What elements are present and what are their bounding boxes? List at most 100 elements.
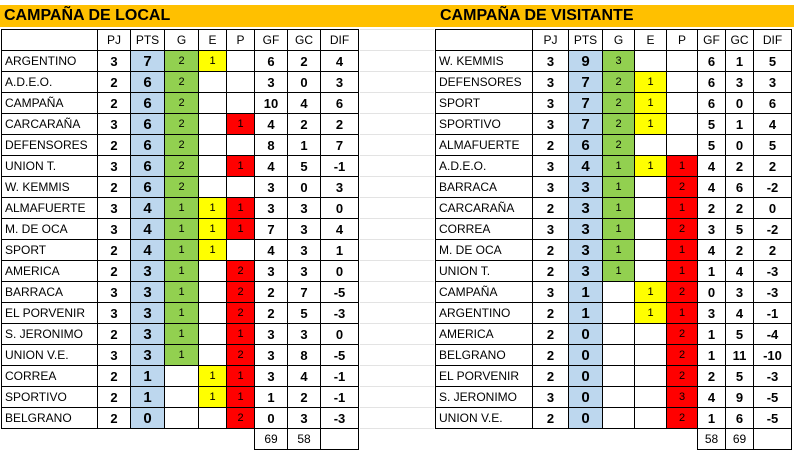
- cell-goals-for: 3: [254, 260, 288, 282]
- cell-goals-for: 8: [254, 134, 288, 156]
- cell-team: BELGRANO: [1, 407, 98, 429]
- cell-team: W. KEMMIS: [1, 176, 98, 198]
- cell-won: 2: [164, 155, 199, 177]
- cell-won: 2: [164, 71, 199, 93]
- cell-lost: 1: [666, 302, 698, 324]
- team-row: CORREA 2 1 1 1 3 4 -1: [1, 365, 359, 387]
- cell-points: 9: [568, 50, 603, 72]
- cell-goals-for: 2: [254, 281, 288, 303]
- cell-goals-for: 4: [697, 155, 726, 177]
- cell-played: 2: [532, 239, 569, 261]
- cell-points: 1: [568, 302, 603, 324]
- cell-goal-diff: -1: [753, 302, 792, 324]
- cell-drawn: [634, 239, 667, 261]
- cell-lost: [666, 92, 698, 114]
- cell-points: 6: [130, 176, 165, 198]
- cell-played: 2: [532, 302, 569, 324]
- cell-played: 3: [97, 50, 131, 72]
- cell-goal-diff: 1: [320, 239, 359, 261]
- cell-drawn: 1: [198, 386, 227, 408]
- header-row: PJ PTS G E P GF GC DIF: [435, 29, 792, 51]
- team-row: SPORTIVO 2 1 1 1 1 2 -1: [1, 386, 359, 408]
- cell-lost: 1: [226, 155, 255, 177]
- cell-lost: 1: [666, 239, 698, 261]
- cell-points: 7: [568, 71, 603, 93]
- cell-drawn: 1: [634, 302, 667, 324]
- cell-team: UNION V.E.: [1, 344, 98, 366]
- cell-lost: 3: [666, 386, 698, 408]
- cell-won: [164, 365, 199, 387]
- cell-lost: 1: [226, 386, 255, 408]
- cell-goals-for: 3: [254, 71, 288, 93]
- cell-played: 2: [97, 365, 131, 387]
- cell-goals-against: 5: [725, 218, 754, 240]
- cell-played: 2: [97, 260, 131, 282]
- cell-played: 2: [532, 134, 569, 156]
- cell-goals-against: 1: [287, 134, 321, 156]
- cell-lost: [226, 239, 255, 261]
- cell-points: 3: [130, 281, 165, 303]
- cell-drawn: [198, 344, 227, 366]
- cell-played: 2: [532, 344, 569, 366]
- cell-goal-diff: 6: [320, 92, 359, 114]
- cell-lost: [226, 71, 255, 93]
- cell-played: 2: [97, 71, 131, 93]
- cell-goal-diff: 0: [320, 260, 359, 282]
- cell-goals-for: 2: [697, 365, 726, 387]
- cell-goals-against: 2: [725, 239, 754, 261]
- cell-lost: 2: [226, 302, 255, 324]
- cell-played: 3: [97, 281, 131, 303]
- cell-goals-against: 3: [725, 71, 754, 93]
- cell-won: 1: [164, 344, 199, 366]
- cell-lost: [666, 71, 698, 93]
- cell-goals-against: 4: [287, 92, 321, 114]
- cell-drawn: 1: [634, 155, 667, 177]
- away-campaign-title: CAMPAÑA DE VISITANTE: [440, 7, 634, 24]
- cell-lost: 1: [666, 155, 698, 177]
- cell-goal-diff: 3: [320, 71, 359, 93]
- cell-won: 2: [164, 113, 199, 135]
- cell-points: 3: [568, 176, 603, 198]
- cell-goals-for: 3: [254, 197, 288, 219]
- cell-points: 3: [130, 302, 165, 324]
- team-row: AMERICA 2 3 1 2 3 3 0: [1, 260, 359, 282]
- cell-played: 3: [532, 386, 569, 408]
- cell-won: [602, 407, 635, 429]
- cell-team: A.D.E.O.: [1, 71, 98, 93]
- cell-goals-for: 2: [697, 197, 726, 219]
- cell-played: 2: [97, 323, 131, 345]
- cell-goals-for: 7: [254, 218, 288, 240]
- cell-won: 1: [164, 281, 199, 303]
- team-row: M. DE OCA 2 3 1 1 4 2 2: [435, 239, 792, 261]
- cell-goals-for: 4: [697, 239, 726, 261]
- cell-goals-for: 3: [697, 218, 726, 240]
- header-lost: P: [226, 29, 255, 51]
- cell-team: CORREA: [435, 218, 533, 240]
- header-lost: P: [666, 29, 698, 51]
- cell-points: 3: [130, 260, 165, 282]
- cell-goals-against: 5: [725, 365, 754, 387]
- cell-team: M. DE OCA: [1, 218, 98, 240]
- cell-won: 1: [602, 155, 635, 177]
- cell-drawn: 1: [198, 239, 227, 261]
- cell-goals-against: 1: [725, 113, 754, 135]
- cell-drawn: [634, 50, 667, 72]
- cell-team: CARCARAÑA: [435, 197, 533, 219]
- cell-won: 1: [164, 323, 199, 345]
- cell-goal-diff: -1: [320, 365, 359, 387]
- cell-goals-against: 4: [287, 365, 321, 387]
- team-row: S. JERONIMO 2 3 1 1 3 3 0: [1, 323, 359, 345]
- cell-won: 1: [164, 302, 199, 324]
- cell-goal-diff: 4: [753, 113, 792, 135]
- cell-drawn: [198, 281, 227, 303]
- cell-goals-against: 11: [725, 344, 754, 366]
- cell-goals-against: 0: [725, 134, 754, 156]
- cell-goals-against: 3: [287, 239, 321, 261]
- cell-lost: [226, 92, 255, 114]
- cell-lost: 2: [666, 218, 698, 240]
- cell-lost: 2: [226, 281, 255, 303]
- cell-points: 4: [130, 197, 165, 219]
- cell-points: 7: [130, 50, 165, 72]
- cell-team: BARRACA: [435, 176, 533, 198]
- cell-points: 0: [568, 344, 603, 366]
